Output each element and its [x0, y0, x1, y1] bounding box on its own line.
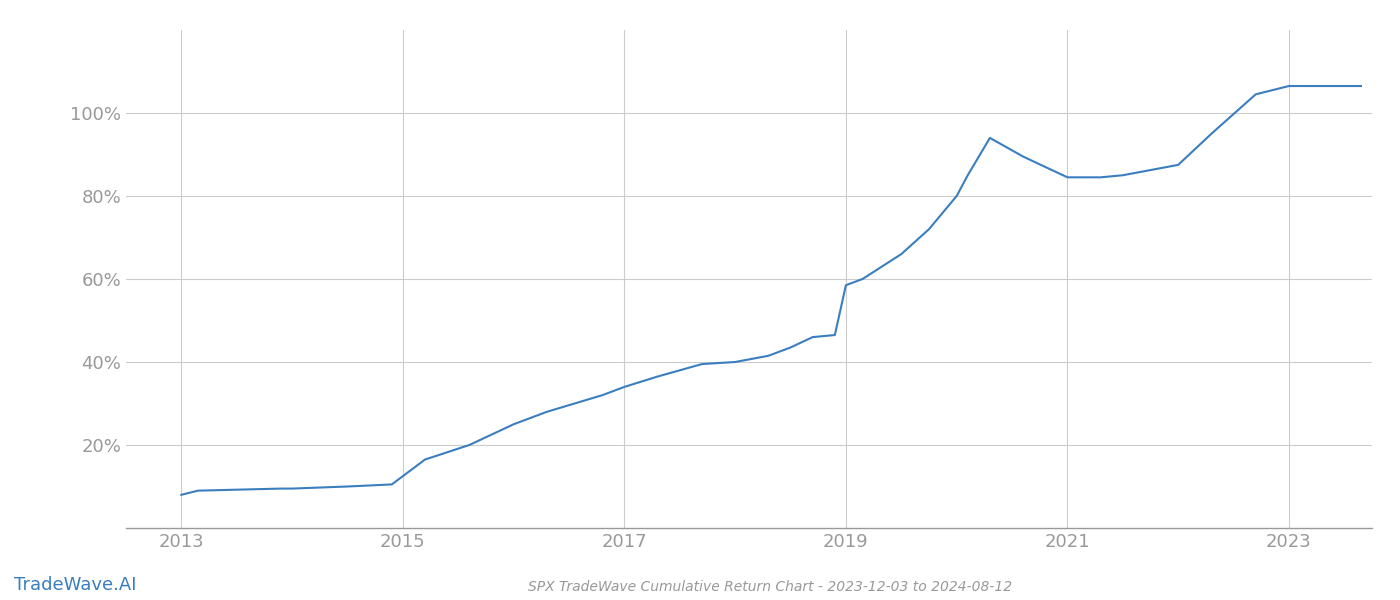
Text: SPX TradeWave Cumulative Return Chart - 2023-12-03 to 2024-08-12: SPX TradeWave Cumulative Return Chart - …	[528, 580, 1012, 594]
Text: TradeWave.AI: TradeWave.AI	[14, 576, 137, 594]
